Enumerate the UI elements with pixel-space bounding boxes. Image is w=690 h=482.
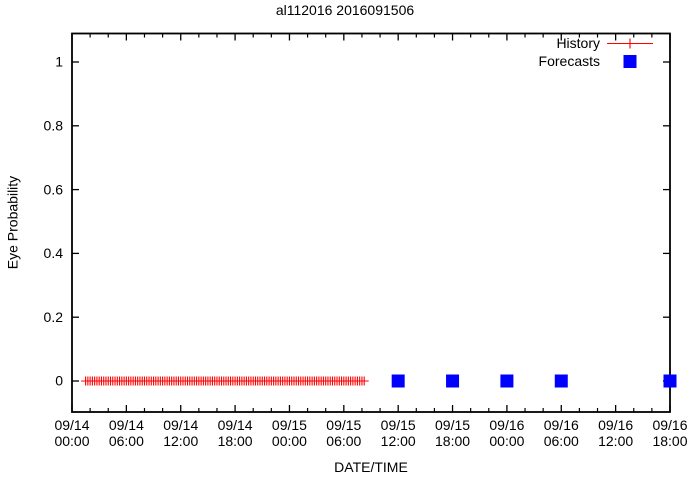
x-tick-label-time: 18:00 — [435, 433, 470, 449]
legend-history-plus-sample — [625, 38, 635, 49]
x-tick-label-time: 18:00 — [652, 433, 687, 449]
y-tick-label: 0.4 — [44, 245, 64, 261]
legend-forecasts-square-sample — [623, 55, 637, 68]
x-tick-label-time: 12:00 — [163, 433, 198, 449]
x-tick-label-time: 12:00 — [381, 433, 416, 449]
x-tick-label-date: 09/14 — [163, 417, 198, 433]
x-tick-label-date: 09/14 — [54, 417, 89, 433]
y-tick-label: 0 — [55, 373, 63, 389]
x-tick-label-date: 09/15 — [381, 417, 416, 433]
forecast-point — [500, 374, 514, 388]
x-tick-label-date: 09/15 — [326, 417, 361, 433]
y-tick-label: 1 — [55, 54, 63, 70]
x-tick-label-date: 09/14 — [218, 417, 253, 433]
x-tick-label-time: 06:00 — [109, 433, 144, 449]
x-tick-label-time: 12:00 — [598, 433, 633, 449]
forecast-point — [663, 374, 677, 388]
plot-generated: 09/1400:0009/1406:0009/1412:0009/1418:00… — [44, 32, 688, 449]
x-tick-label-time: 06:00 — [326, 433, 361, 449]
x-tick-label-date: 09/15 — [435, 417, 470, 433]
plot-border — [71, 32, 671, 413]
x-tick-label-date: 09/16 — [652, 417, 687, 433]
x-tick-label-date: 09/16 — [598, 417, 633, 433]
x-axis-label: DATE/TIME — [334, 459, 408, 475]
forecast-point — [391, 374, 405, 388]
forecast-point — [554, 374, 568, 388]
x-tick-label-time: 00:00 — [272, 433, 307, 449]
x-tick-label-date: 09/15 — [272, 417, 307, 433]
x-tick-label-time: 00:00 — [489, 433, 524, 449]
x-tick-label-time: 18:00 — [218, 433, 253, 449]
y-tick-label: 0.2 — [44, 309, 64, 325]
forecast-point — [446, 374, 460, 388]
x-tick-label-date: 09/14 — [109, 417, 144, 433]
x-tick-label-date: 09/16 — [544, 417, 579, 433]
x-tick-label-time: 06:00 — [544, 433, 579, 449]
y-tick-label: 0.8 — [44, 118, 64, 134]
x-tick-label-time: 00:00 — [54, 433, 89, 449]
x-tick-label-date: 09/16 — [489, 417, 524, 433]
legend-label-history: History — [556, 35, 600, 51]
y-tick-label: 0.6 — [44, 181, 64, 197]
chart-title: al112016 2016091506 — [275, 2, 415, 18]
history-plus-markers — [81, 376, 369, 386]
legend-label-forecasts: Forecasts — [539, 53, 600, 69]
